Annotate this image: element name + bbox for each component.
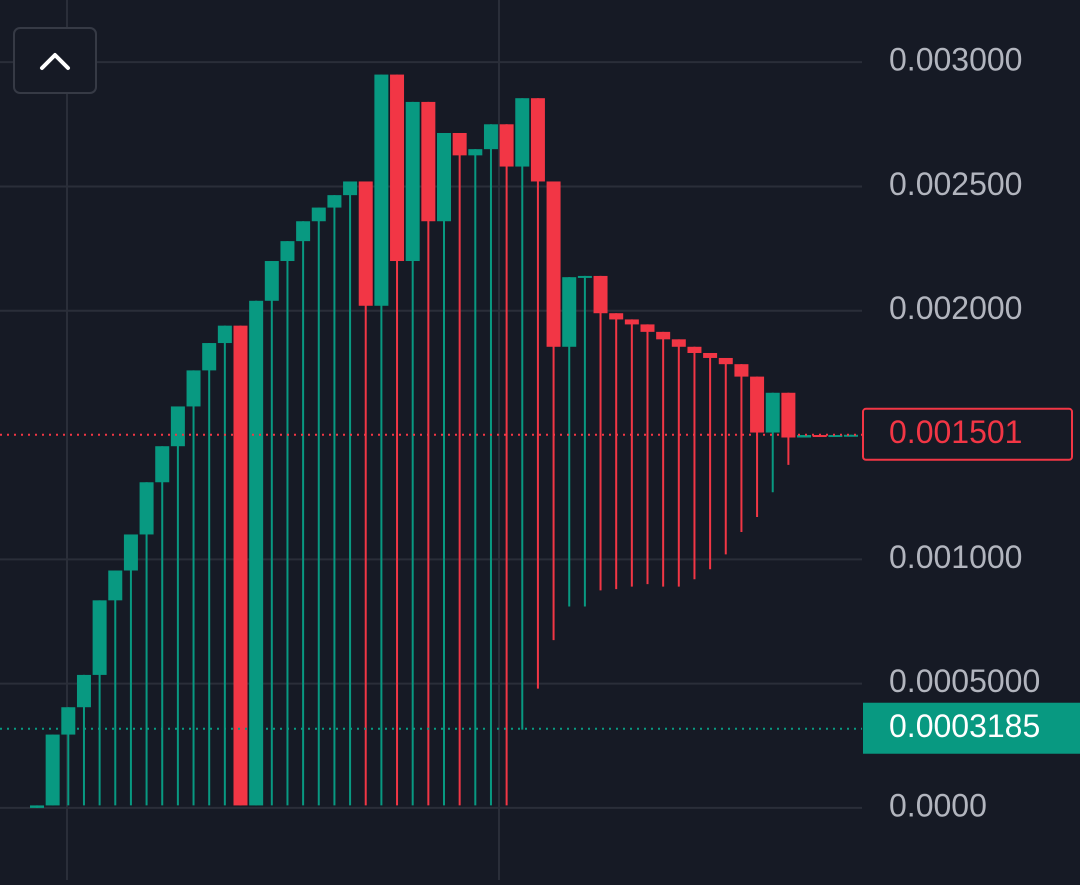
y-tick-label: 0.0000 [889, 787, 987, 823]
candle-body [358, 181, 373, 306]
candle-body [593, 275, 608, 314]
y-tick-label: 0.002500 [889, 166, 1022, 202]
candle-body [61, 707, 76, 735]
candle-body [233, 325, 248, 806]
price-badge-label: 0.001501 [889, 414, 1022, 450]
candle-body [797, 435, 812, 438]
candle-body [468, 149, 483, 156]
collapse-button[interactable] [13, 27, 97, 94]
candle-body [186, 370, 201, 407]
candle-body [92, 600, 107, 675]
candle-body [437, 132, 451, 222]
candle-body [405, 101, 420, 262]
candle-body [624, 319, 639, 325]
candle-body [765, 392, 780, 433]
candle-body [280, 241, 295, 262]
candle-body [123, 534, 138, 571]
candle-body [264, 261, 279, 301]
candle-body [327, 195, 342, 208]
candle-body [217, 325, 232, 344]
chevron-up-icon[interactable] [40, 53, 70, 70]
candle-body [390, 74, 405, 262]
candle-body [844, 434, 858, 437]
candle-body [718, 357, 733, 365]
candle-body [828, 435, 843, 438]
candle-body [76, 674, 91, 708]
candle-body [311, 207, 326, 222]
candle-body [546, 181, 561, 347]
y-tick-label: 0.002000 [889, 290, 1022, 326]
candle-body [45, 734, 60, 806]
candle-body [640, 324, 655, 332]
candle-body [671, 339, 686, 347]
candle-body [781, 392, 796, 438]
candle-body [499, 124, 514, 167]
price-badge-label: 0.0003185 [889, 708, 1040, 744]
candle-body [249, 300, 264, 806]
candle-body [452, 132, 467, 156]
y-tick-label: 0.0005000 [889, 663, 1040, 699]
grid [0, 61, 862, 809]
y-tick-label: 0.001000 [889, 539, 1022, 575]
candle-body [374, 74, 389, 306]
candle-body [530, 98, 545, 182]
candle-body [609, 313, 624, 320]
button-frame[interactable] [13, 27, 97, 94]
candle-body [421, 101, 436, 222]
candle-body [687, 346, 702, 353]
candle-body [108, 570, 123, 601]
price-badge [862, 407, 1073, 461]
candle-body [155, 446, 170, 483]
candle-body [703, 352, 718, 358]
candle-body [734, 364, 749, 377]
price-badge [863, 702, 1080, 754]
candle-body [577, 275, 592, 278]
overlay: 0.0000 0.0005000 0.001000 0.002000 0.002500 0… [0, 42, 1080, 823]
candle-body [483, 124, 498, 150]
candles [30, 74, 858, 808]
candle-body [170, 406, 185, 447]
candle-body [296, 221, 311, 242]
candle-body [750, 376, 765, 433]
candle-body [139, 482, 154, 535]
candle-body [562, 277, 577, 347]
candle-body [515, 98, 530, 167]
candle-body [343, 181, 358, 196]
candle-body [812, 435, 827, 438]
candle-body [30, 805, 44, 808]
candle-body [202, 343, 217, 371]
y-tick-label: 0.003000 [889, 42, 1022, 78]
candle-body [656, 331, 671, 340]
